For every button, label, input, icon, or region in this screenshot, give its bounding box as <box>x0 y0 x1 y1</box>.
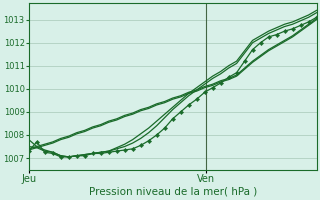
X-axis label: Pression niveau de la mer( hPa ): Pression niveau de la mer( hPa ) <box>89 187 257 197</box>
